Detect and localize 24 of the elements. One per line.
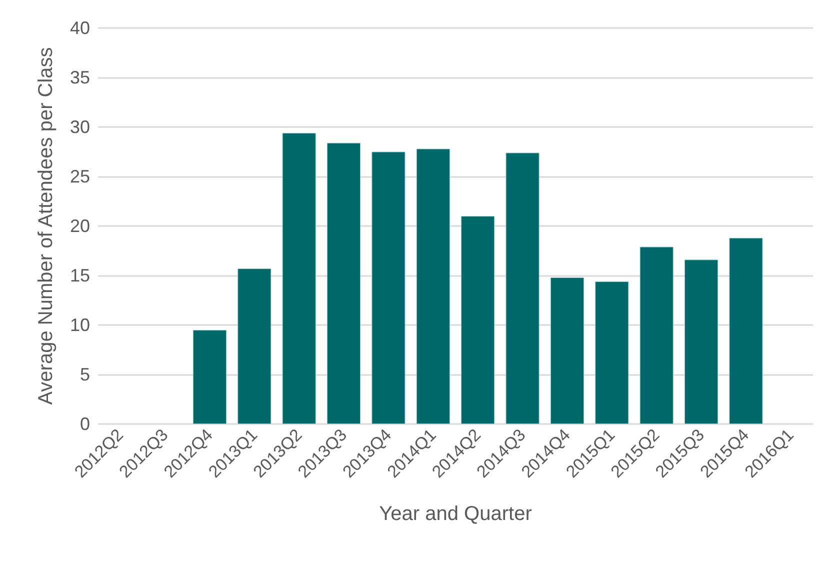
x-axis-title: Year and Quarter bbox=[379, 503, 532, 525]
y-axis-title: Average Number of Attendees per Class bbox=[35, 47, 57, 405]
bar bbox=[550, 277, 584, 424]
y-tick-label: 35 bbox=[70, 68, 90, 88]
bar bbox=[192, 330, 226, 424]
y-tick-label: 40 bbox=[70, 18, 90, 38]
y-tick-label: 0 bbox=[80, 414, 90, 434]
bar bbox=[416, 148, 450, 424]
y-tick-label: 20 bbox=[70, 216, 90, 236]
y-tick-label: 30 bbox=[70, 117, 90, 137]
y-tick-label: 10 bbox=[70, 315, 90, 335]
bar bbox=[282, 132, 316, 424]
y-tick-label: 15 bbox=[70, 266, 90, 286]
y-tick-label: 25 bbox=[70, 166, 90, 186]
bar bbox=[640, 246, 674, 424]
bar bbox=[238, 268, 272, 424]
bar bbox=[729, 238, 763, 424]
bar bbox=[327, 142, 361, 424]
bar bbox=[372, 152, 406, 424]
bar bbox=[461, 216, 495, 424]
y-tick-label: 5 bbox=[80, 364, 90, 384]
bar bbox=[684, 260, 718, 424]
bar bbox=[506, 152, 540, 424]
bar bbox=[595, 281, 629, 424]
